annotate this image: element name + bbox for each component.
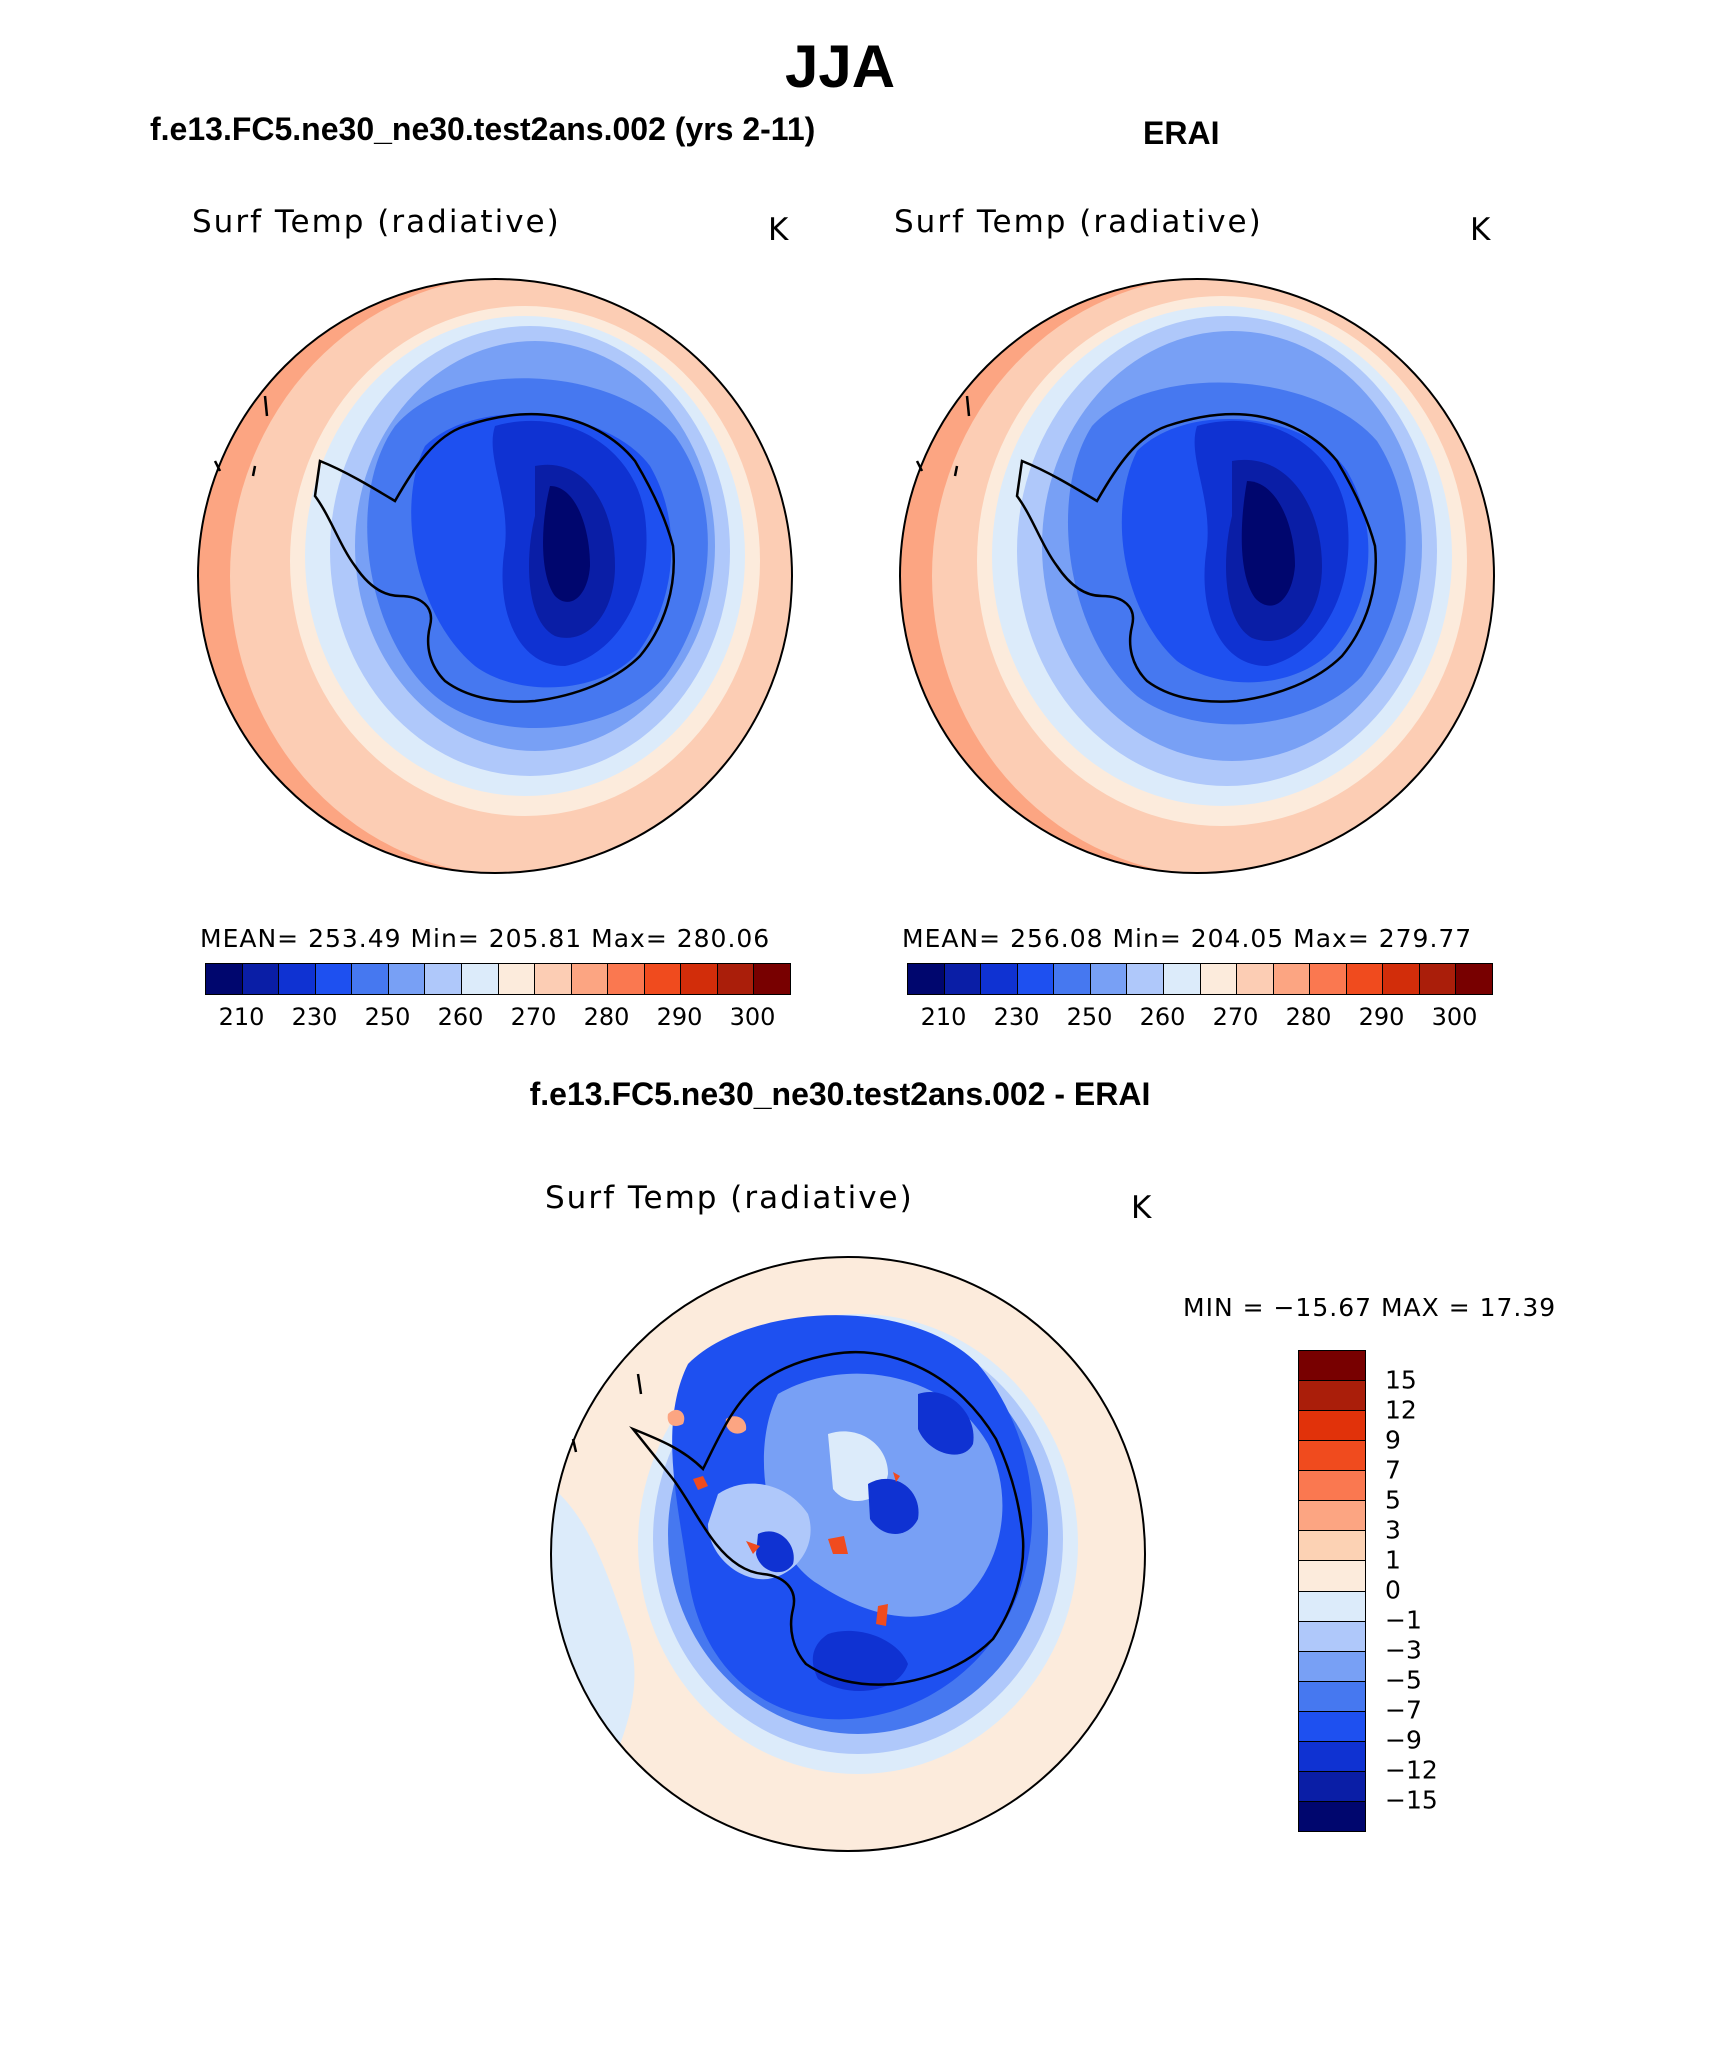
diff-title: f.e13.FC5.ne30_ne30.test2ans.002 - ERAI	[529, 1076, 1151, 1112]
colorbar-tick-label: −1	[1385, 1605, 1422, 1635]
colorbar-swatch	[1299, 1501, 1365, 1532]
colorbar-swatch	[206, 964, 243, 994]
colorbar-swatch	[498, 964, 536, 994]
colorbar-tick-label: 260	[437, 1003, 484, 1031]
colorbar-swatch	[315, 964, 353, 994]
colorbar-swatch	[1163, 964, 1201, 994]
colorbar-swatch	[1200, 964, 1238, 994]
colorbar-swatch	[1299, 1711, 1365, 1742]
colorbar-swatch	[1299, 1591, 1365, 1622]
model-colorbar	[205, 963, 791, 995]
colorbar-swatch	[1299, 1381, 1365, 1412]
colorbar-swatch	[754, 964, 790, 994]
colorbar-tick-label: 290	[656, 1003, 703, 1031]
colorbar-tick-label: −12	[1385, 1755, 1438, 1785]
colorbar-swatch	[1299, 1651, 1365, 1682]
colorbar-swatch	[944, 964, 982, 994]
colorbar-swatch	[1299, 1351, 1365, 1382]
colorbar-swatch	[1299, 1681, 1365, 1712]
colorbar-swatch	[1310, 964, 1347, 994]
colorbar-swatch	[681, 964, 718, 994]
obs-unit-label: K	[1470, 212, 1491, 248]
colorbar-tick-label: 1	[1385, 1545, 1401, 1575]
obs-variable-label: Surf Temp (radiative)	[894, 204, 1263, 240]
colorbar-swatch	[908, 964, 945, 994]
colorbar-swatch	[608, 964, 645, 994]
colorbar-tick-label: 0	[1385, 1575, 1401, 1605]
colorbar-tick-label: 210	[920, 1003, 967, 1031]
colorbar-swatch	[1299, 1741, 1365, 1772]
colorbar-swatch	[571, 964, 609, 994]
colorbar-swatch	[717, 964, 755, 994]
colorbar-tick-label: 230	[993, 1003, 1040, 1031]
colorbar-tick-label: 280	[1285, 1003, 1332, 1031]
colorbar-swatch	[461, 964, 499, 994]
colorbar-tick-label: 270	[1212, 1003, 1259, 1031]
colorbar-swatch	[242, 964, 280, 994]
obs-colorbar	[907, 963, 1493, 995]
colorbar-tick-label: 300	[729, 1003, 776, 1031]
colorbar-swatch	[425, 964, 462, 994]
colorbar-tick-label: 210	[218, 1003, 265, 1031]
colorbar-tick-label: 250	[1066, 1003, 1113, 1031]
colorbar-swatch	[1299, 1621, 1365, 1652]
colorbar-swatch	[1237, 964, 1274, 994]
model-variable-label: Surf Temp (radiative)	[192, 204, 561, 240]
obs-polar-map	[899, 278, 1495, 874]
colorbar-swatch	[1346, 964, 1384, 994]
colorbar-swatch	[1054, 964, 1091, 994]
colorbar-tick-label: 280	[583, 1003, 630, 1031]
colorbar-tick-label: 15	[1385, 1365, 1417, 1395]
colorbar-swatch	[1299, 1561, 1365, 1592]
colorbar-swatch	[1299, 1411, 1365, 1442]
colorbar-tick-label: −7	[1385, 1695, 1422, 1725]
colorbar-swatch	[981, 964, 1018, 994]
model-polar-map	[197, 278, 793, 874]
colorbar-tick-label: −5	[1385, 1665, 1422, 1695]
obs-stats: MEAN= 256.08 Min= 204.05 Max= 279.77	[902, 924, 1473, 953]
colorbar-tick-label: 12	[1385, 1395, 1417, 1425]
colorbar-swatch	[352, 964, 389, 994]
colorbar-swatch	[1299, 1441, 1365, 1472]
colorbar-swatch	[644, 964, 682, 994]
colorbar-swatch	[279, 964, 316, 994]
colorbar-swatch	[1419, 964, 1457, 994]
model-stats: MEAN= 253.49 Min= 205.81 Max= 280.06	[200, 924, 771, 953]
colorbar-swatch	[388, 964, 426, 994]
colorbar-swatch	[1299, 1801, 1365, 1831]
colorbar-tick-label: 5	[1385, 1485, 1401, 1515]
colorbar-swatch	[1383, 964, 1420, 994]
diff-colorbar	[1298, 1350, 1366, 1832]
colorbar-swatch	[1127, 964, 1164, 994]
colorbar-swatch	[1090, 964, 1128, 994]
colorbar-tick-label: 230	[291, 1003, 338, 1031]
colorbar-tick-label: −15	[1385, 1785, 1438, 1815]
colorbar-swatch	[1299, 1771, 1365, 1802]
main-title: JJA	[784, 33, 896, 100]
colorbar-tick-label: 250	[364, 1003, 411, 1031]
right-case-title: ERAI	[1143, 115, 1220, 151]
colorbar-tick-label: 3	[1385, 1515, 1401, 1545]
colorbar-tick-label: 7	[1385, 1455, 1401, 1485]
diff-unit-label: K	[1131, 1190, 1152, 1226]
colorbar-tick-label: 260	[1139, 1003, 1186, 1031]
colorbar-swatch	[1456, 964, 1492, 994]
left-case-title: f.e13.FC5.ne30_ne30.test2ans.002 (yrs 2-…	[150, 111, 816, 147]
colorbar-tick-label: 9	[1385, 1425, 1401, 1455]
diff-stats: MIN = −15.67 MAX = 17.39	[1183, 1293, 1557, 1322]
colorbar-swatch	[1299, 1531, 1365, 1562]
colorbar-tick-label: −9	[1385, 1725, 1422, 1755]
colorbar-tick-label: 270	[510, 1003, 557, 1031]
colorbar-tick-label: −3	[1385, 1635, 1422, 1665]
colorbar-swatch	[1273, 964, 1311, 994]
colorbar-swatch	[1299, 1471, 1365, 1502]
colorbar-swatch	[535, 964, 572, 994]
colorbar-tick-label: 290	[1358, 1003, 1405, 1031]
colorbar-swatch	[1017, 964, 1055, 994]
model-unit-label: K	[768, 212, 789, 248]
colorbar-tick-label: 300	[1431, 1003, 1478, 1031]
diff-variable-label: Surf Temp (radiative)	[545, 1180, 914, 1216]
diff-polar-map	[550, 1256, 1146, 1852]
